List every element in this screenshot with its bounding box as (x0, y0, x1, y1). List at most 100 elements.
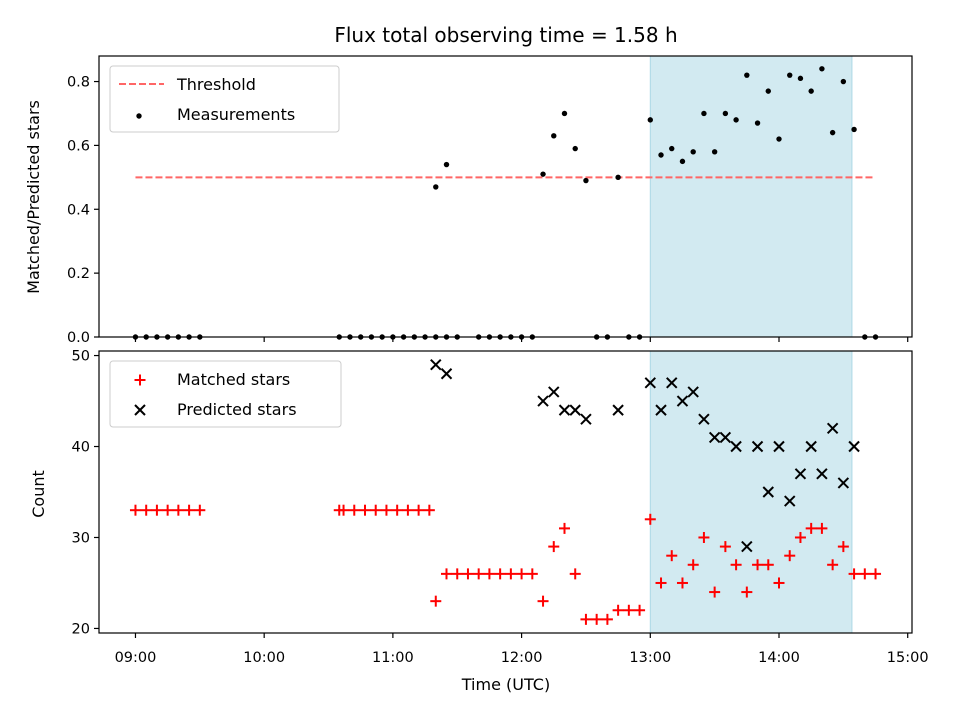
predicted-star-d2 (837, 477, 850, 489)
matched-star-point (848, 568, 860, 580)
predicted-star-point (719, 431, 732, 444)
predicted-star-d2 (773, 440, 785, 453)
matched-star-point (794, 531, 806, 543)
top-legend: Threshold Measurements (109, 65, 340, 133)
axes-frame (98, 55, 913, 338)
matched-star-point (462, 568, 474, 580)
matched-star-point (773, 577, 785, 589)
legend-measurements-swatch (136, 113, 142, 119)
top-y-tick-label: 0.4 (67, 202, 90, 218)
predicted-star-point (676, 395, 689, 407)
predicted-star-point (548, 386, 560, 398)
predicted-star-d2 (698, 413, 710, 425)
matched-star-point (402, 504, 414, 516)
predicted-star-point (730, 440, 742, 453)
observing-window-span (649, 55, 853, 338)
matched-star-point (805, 522, 817, 534)
measurement-point (797, 75, 804, 82)
predicted-star-point (773, 440, 785, 453)
measurement-point (722, 110, 729, 117)
matched-star-point (634, 604, 646, 616)
matched-star-point (827, 559, 839, 571)
measurement-point (583, 177, 589, 184)
predicted-star-point (708, 431, 721, 444)
bottom-legend: Matched stars Predicted stars (109, 360, 342, 428)
predicted-star-point (751, 440, 764, 453)
matched-star-point (423, 504, 435, 516)
x-tick-label: 09:00 (115, 650, 157, 666)
matched-star-point (623, 604, 635, 616)
measurement-point (744, 72, 750, 78)
predicted-star-d2 (666, 377, 678, 389)
predicted-star-point (687, 386, 699, 398)
predicted-star-d2 (580, 413, 592, 425)
matched-star-point (505, 568, 517, 580)
top-y-axis-label: Matched/Predicted stars (24, 100, 43, 294)
matched-star-point (526, 568, 538, 580)
predicted-star-d2 (687, 386, 699, 398)
chart-title: Flux total observing time = 1.58 h (334, 23, 677, 47)
matched-star-point (338, 504, 350, 516)
matched-star-point (719, 541, 731, 553)
predicted-star-point (655, 404, 667, 416)
predicted-star-d2 (612, 404, 624, 416)
bottom-points (129, 358, 882, 625)
predicted-star-point (537, 395, 549, 407)
predicted-star-point (698, 413, 710, 425)
x-tick-label: 15:00 (887, 650, 929, 666)
matched-star-point (580, 613, 592, 625)
predicted-star-point (794, 468, 807, 480)
measurement-point (443, 161, 450, 168)
matched-star-point (473, 568, 485, 580)
predicted-star-d2 (548, 386, 560, 398)
measurement-point (679, 158, 686, 165)
predicted-star-d2 (569, 404, 581, 416)
measurement-point (433, 184, 439, 190)
legend-predicted-swatch (134, 404, 146, 416)
predicted-star-point (440, 368, 453, 380)
matched-star-point (870, 568, 882, 580)
predicted-star-point (805, 440, 817, 453)
matched-star-point (569, 568, 581, 580)
predicted-star-d2 (676, 395, 689, 407)
matched-star-point (859, 568, 871, 580)
matched-star-point (194, 504, 206, 516)
predicted-star-d2 (644, 377, 657, 389)
measurement-point (819, 66, 825, 72)
legend-matched-swatch (134, 374, 146, 386)
matched-star-point (558, 522, 570, 534)
x-tick-label: 13:00 (629, 650, 671, 666)
matched-star-point (359, 504, 371, 516)
predicted-star-point (741, 540, 753, 553)
predicted-star-point (644, 377, 657, 389)
matched-star-point (730, 559, 742, 571)
axes-frame (98, 350, 913, 634)
measurement-point (669, 145, 675, 152)
predicted-star-d2 (440, 368, 453, 380)
measurement-point (561, 110, 568, 117)
predicted-star-d2 (751, 440, 764, 453)
predicted-star-d2 (655, 404, 667, 416)
matched-star-point (140, 504, 152, 516)
measurement-point (787, 72, 793, 78)
bottom-y-tick-label: 50 (72, 349, 90, 365)
legend-measurements-label: Measurements (177, 105, 295, 124)
top-y-tick-label: 0.6 (67, 138, 90, 154)
matched-star-point (784, 550, 796, 562)
x-tick-label: 12:00 (501, 650, 543, 666)
predicted-star-point (580, 413, 592, 425)
measurement-point (840, 78, 847, 85)
matched-star-point (380, 504, 392, 516)
matched-star-point (644, 513, 656, 525)
matched-star-point (151, 504, 163, 516)
bottom-y-axis-label: Count (29, 470, 48, 518)
measurement-point (701, 110, 707, 117)
measurement-point (754, 120, 761, 126)
measurement-point (615, 174, 621, 181)
matched-star-point (162, 504, 174, 516)
predicted-star-d2 (741, 540, 753, 553)
predicted-star-d2 (794, 468, 807, 480)
matched-star-point (548, 541, 560, 553)
predicted-star-point (837, 477, 850, 489)
measurement-point (765, 88, 771, 94)
